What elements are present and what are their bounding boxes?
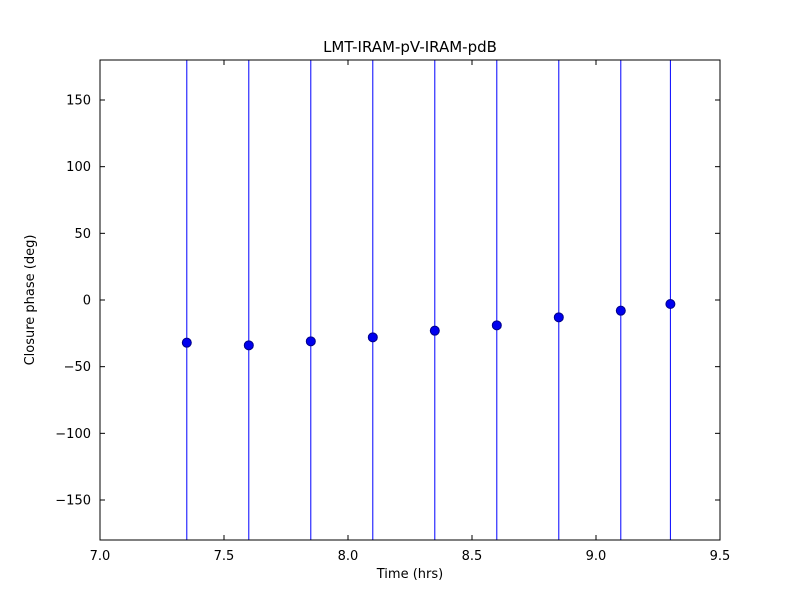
data-point: [181, 337, 192, 348]
data-point: [665, 299, 676, 309]
x-axis-label: Time (hrs): [376, 567, 443, 582]
data-point: [553, 312, 564, 323]
data-point: [305, 336, 316, 347]
x-tick-label: 8.0: [338, 549, 359, 564]
plot-background: [100, 60, 720, 540]
x-tick-label: 7.0: [90, 549, 111, 564]
y-tick-label: −100: [55, 427, 91, 442]
data-point: [615, 305, 626, 316]
y-tick-label: 0: [83, 294, 91, 309]
chart-title: LMT-IRAM-pV-IRAM-pdB: [323, 38, 497, 56]
data-point: [243, 340, 254, 351]
y-tick-label: 150: [66, 94, 91, 109]
data-point: [491, 320, 502, 331]
data-point: [367, 332, 378, 343]
y-tick-label: 100: [66, 160, 91, 175]
data-point: [429, 325, 440, 336]
y-axis-label: Closure phase (deg): [23, 235, 38, 366]
x-tick-label: 9.5: [710, 549, 731, 564]
y-tick-label: −50: [64, 360, 91, 375]
plot-dynamic-layer: 7.0 7.5 8.0 8.5 9.0 9.5 −150 −100 −50 0 50 100 150: [55, 60, 730, 564]
axes-frame: [99, 59, 721, 541]
x-tick-label: 8.5: [462, 549, 483, 564]
y-tick-label: 50: [74, 227, 91, 242]
y-tick-label: −150: [55, 494, 91, 509]
x-tick-label: 9.0: [586, 549, 607, 564]
x-tick-label: 7.5: [214, 549, 235, 564]
